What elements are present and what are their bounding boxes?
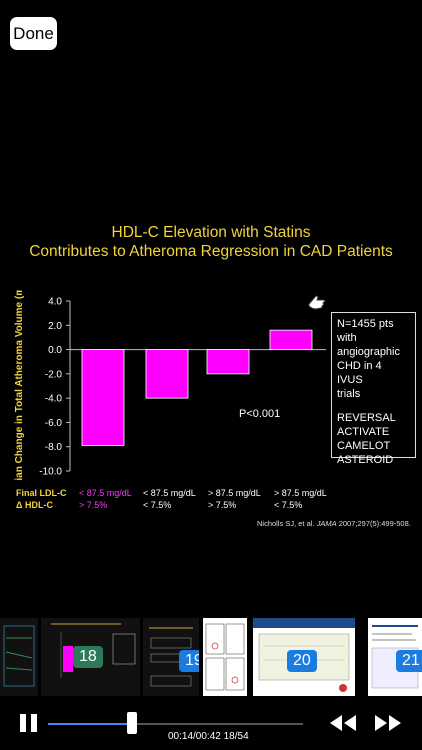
y-tick-label: -6.0	[45, 418, 63, 429]
y-tick-label: 0.0	[48, 345, 62, 356]
thumbnail-19-badge: 19	[179, 650, 199, 672]
bar	[81, 349, 125, 446]
pause-icon	[20, 714, 26, 732]
thumbnail-20-badge: 20	[287, 650, 317, 672]
bar	[269, 329, 313, 350]
y-tick-label: -2.0	[45, 369, 63, 380]
y-tick-label: 4.0	[48, 297, 62, 308]
y-axis-label: Median Change in Total Atheroma Volume (…	[14, 290, 25, 480]
progress-track[interactable]	[48, 723, 303, 725]
thumbnail-18[interactable]: 18	[41, 618, 140, 696]
group-ldl-label: > 87.5 mg/dL	[274, 488, 327, 498]
rewind-icon[interactable]	[330, 715, 356, 731]
row-label-hdl: Δ HDL-C	[16, 500, 53, 510]
group-ldl-label: < 87.5 mg/dL	[143, 488, 196, 498]
thumbnail-19b[interactable]	[203, 618, 247, 696]
trial-name: ASTEROID	[337, 454, 394, 466]
slide-title-line2: Contributes to Atheroma Regression in CA…	[29, 243, 393, 260]
player-controls: 00:14/00:42 18/54	[0, 698, 422, 750]
thumbnail-21-badge: 21	[396, 650, 422, 672]
thumbnail-18-badge: 18	[73, 646, 103, 668]
progress-knob[interactable]	[127, 712, 138, 734]
pause-button[interactable]	[20, 714, 38, 732]
thumbnail-17[interactable]	[0, 618, 38, 696]
thumbnail-19[interactable]: 19	[143, 618, 199, 696]
y-tick-label: 2.0	[48, 321, 62, 332]
y-tick-label: -8.0	[45, 442, 63, 453]
y-tick-label: -4.0	[45, 394, 63, 405]
p-value-label: P<0.001	[239, 408, 281, 420]
group-hdl-label: < 7.5%	[143, 500, 172, 510]
fast-forward-icon[interactable]	[375, 715, 401, 731]
time-label: 00:14/00:42 18/54	[168, 731, 249, 742]
trial-name: ACTIVATE	[337, 426, 390, 438]
legend-line: CHD in 4 IVUS	[337, 360, 382, 386]
legend-line: with	[337, 332, 357, 344]
group-ldl-label: > 87.5 mg/dL	[208, 488, 261, 498]
pointer-hand-icon	[308, 295, 326, 310]
bar-chart: 4.0 2.0 0.0 -2.0 -4.0 -6.0 -8.0 -10.0 Median Cha…	[14, 290, 326, 480]
row-label-ldl: Final LDL-C	[16, 488, 67, 498]
thumbnail-21[interactable]: 21	[368, 618, 422, 696]
thumbnail-20[interactable]: 20	[253, 618, 355, 696]
y-tick-label: -10.0	[39, 467, 62, 478]
legend-line: trials	[337, 388, 361, 400]
done-button[interactable]: Done	[10, 17, 57, 50]
citation: Nicholls SJ, et al. JAMA 2007;297(5):499…	[257, 519, 411, 528]
progress-fill	[48, 723, 133, 725]
legend-note-box: N=1455 pts with angiographic CHD in 4 IVUS t…	[331, 312, 416, 466]
group-ldl-label: < 87.5 mg/dL	[79, 488, 132, 498]
legend-line: N=1455 pts	[337, 318, 394, 330]
slide-title-line1: HDL-C Elevation with Statins	[111, 224, 311, 241]
slide-filmstrip[interactable]: 18 19 20	[0, 618, 422, 698]
group-hdl-label: < 7.5%	[274, 500, 303, 510]
bar	[206, 349, 250, 375]
bar	[145, 349, 189, 399]
group-hdl-label: > 7.5%	[79, 500, 108, 510]
legend-line: angiographic	[337, 346, 400, 358]
trial-name: REVERSAL	[337, 412, 396, 424]
trial-name: CAMELOT	[337, 440, 391, 452]
group-hdl-label: > 7.5%	[208, 500, 237, 510]
